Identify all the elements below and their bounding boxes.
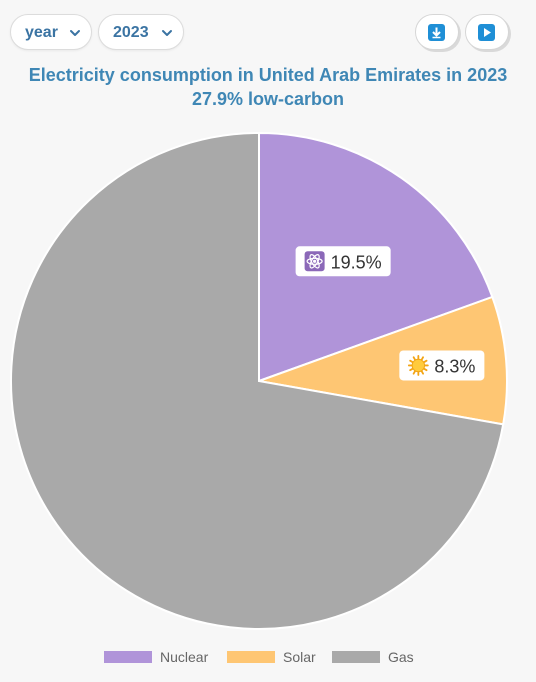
download-button[interactable] — [415, 14, 459, 50]
chart-subtitle: 27.9% low-carbon — [191, 89, 345, 109]
legend-label: Gas — [388, 649, 414, 665]
legend: Nuclear Solar Gas — [104, 649, 414, 665]
data-label-solar: 8.3% — [399, 350, 485, 381]
legend-item-nuclear[interactable]: Nuclear — [104, 649, 209, 665]
legend-item-solar[interactable]: Solar — [227, 649, 316, 665]
pie-slice-gas[interactable] — [10, 131, 505, 630]
legend-label: Solar — [283, 649, 316, 665]
year-select[interactable]: 2023 — [98, 14, 184, 50]
chevron-down-icon — [162, 30, 172, 36]
legend-swatch — [332, 651, 380, 663]
dimension-select[interactable]: year — [10, 14, 92, 50]
legend-item-gas[interactable]: Gas — [332, 649, 414, 665]
atom-icon — [304, 251, 325, 272]
data-label-nuclear: 19.5% — [295, 246, 391, 277]
play-icon — [478, 24, 495, 41]
dimension-select-label: year — [25, 24, 58, 41]
data-label-box — [399, 350, 485, 381]
data-label-text: 8.3% — [434, 356, 475, 376]
pie-slice-solar[interactable] — [255, 295, 508, 426]
legend-label: Nuclear — [160, 649, 209, 665]
legend-swatch — [104, 651, 152, 663]
download-icon — [428, 24, 445, 41]
chart-title: Electricity consumption in United Arab E… — [28, 65, 508, 85]
chevron-down-icon — [70, 30, 80, 36]
play-button[interactable] — [465, 14, 509, 50]
legend-swatch — [227, 651, 275, 663]
year-select-label: 2023 — [113, 24, 149, 41]
sun-icon — [407, 355, 429, 376]
data-label-text: 19.5% — [331, 252, 382, 272]
